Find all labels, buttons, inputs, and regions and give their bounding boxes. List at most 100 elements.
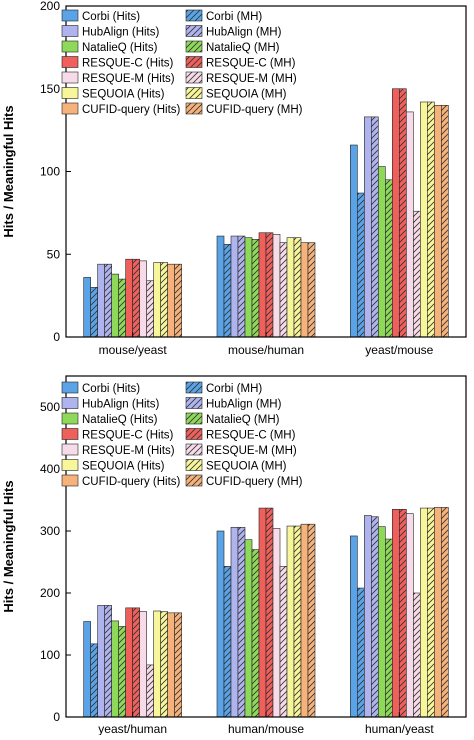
legend-label: RESQUE-C (Hits) [82,58,174,70]
bar-yeast-human-s6 [125,607,133,718]
legend-label: CUFID-query (Hits) [82,104,181,116]
legend-swatch [61,9,79,22]
y-tick-label: 150 [40,82,60,96]
y-tick-label: 0 [53,710,60,724]
bar-human-mouse-s12 [300,523,309,718]
x-category-label: human/mouse [228,722,304,735]
legend-swatch [185,40,203,53]
legend-swatch [61,56,79,68]
x-category-label: mouse/human [228,343,304,357]
bar-yeast-human-s12 [167,612,175,718]
legend-label: SEQUOIA (Hits) [82,89,165,101]
bar-yeast-mouse-s6 [392,88,400,338]
bar-human-yeast-s7 [399,508,407,718]
legend-swatch [185,102,203,115]
bar-human-mouse-s0 [216,530,225,718]
bar-human-mouse-s2 [230,526,239,718]
bar-mouse-human-s0 [216,235,225,338]
legend-swatch [61,459,79,471]
legend: Corbi (Hits) Corbi (MH) HubAlign (Hits) Hub… [61,9,303,116]
bar-mouse-yeast-s12 [167,263,175,338]
y-tick-label: 50 [47,247,61,261]
bar-human-yeast-s8 [406,513,414,718]
legend-swatch [185,56,203,68]
y-tick-label: 300 [40,524,60,538]
bar-human-mouse-s4 [244,539,253,718]
bar-yeast-mouse-s9 [413,210,421,338]
bar-mouse-human-s3 [237,235,246,338]
bar-human-mouse-s9 [279,566,288,718]
bar-mouse-human-s12 [300,242,309,338]
legend-label: Corbi (Hits) [82,383,140,395]
bar-yeast-mouse-s12 [434,105,442,338]
bar-human-yeast-s0 [350,535,358,718]
bar-human-yeast-s13 [441,507,449,718]
bar-yeast-mouse-s1 [357,192,365,338]
x-category-label: human/yeast [365,722,434,735]
bar-yeast-mouse-s10 [420,101,428,338]
bar-human-mouse-s10 [286,525,295,718]
bar-mouse-human-s5 [251,239,260,338]
bar-mouse-human-s9 [279,242,288,338]
legend-swatch [185,428,203,440]
legend-swatch [61,381,79,394]
bar-yeast-mouse-s3 [371,116,379,338]
bar-human-yeast-s4 [378,526,386,718]
bar-mouse-human-s8 [272,234,281,338]
legend-swatch [185,443,203,456]
y-axis-title: Hits / Meaningful Hits [1,480,16,612]
bar-yeast-human-s4 [111,620,119,718]
bar-human-mouse-s8 [272,528,281,718]
chart-panel-1: 0 50 100 150 200 mouse/yeast mouse/human yeast/… [1,0,467,357]
bar-mouse-human-s7 [265,232,274,338]
bar-mouse-human-s4 [244,237,253,338]
y-tick-label: 0 [53,330,60,344]
legend-swatch [185,9,203,22]
bar-human-mouse-s11 [293,525,302,718]
legend-swatch [61,71,79,84]
bar-human-yeast-s6 [392,508,400,718]
y-tick-label: 200 [40,0,60,13]
bar-yeast-human-s8 [139,611,147,718]
bar-mouse-yeast-s10 [153,262,161,338]
y-tick-label: 500 [40,400,60,414]
legend-label: HubAlign (MH) [206,27,282,39]
bar-mouse-yeast-s1 [90,287,98,338]
legend-swatch [61,443,79,456]
legend-swatch [61,474,79,487]
bar-human-mouse-s6 [258,507,267,718]
legend-label: RESQUE-C (MH) [206,58,296,70]
legend-label: NatalieQ (Hits) [82,42,158,54]
bar-yeast-mouse-s0 [350,144,358,338]
bar-mouse-human-s1 [223,244,232,338]
bar-yeast-human-s2 [97,605,105,718]
bar-yeast-mouse-s4 [378,166,386,338]
bar-mouse-yeast-s5 [118,278,126,338]
bar-yeast-human-s11 [160,611,168,718]
legend-label: RESQUE-M (MH) [206,445,297,457]
bar-mouse-human-s10 [286,237,295,338]
bar-mouse-human-s6 [258,232,267,338]
bar-mouse-yeast-s2 [97,263,105,338]
legend-swatch [185,25,203,37]
legend-label: NatalieQ (Hits) [82,414,158,426]
bar-yeast-human-s9 [146,664,154,718]
bar-human-yeast-s5 [385,538,393,718]
bar-mouse-human-s13 [307,242,316,338]
legend: Corbi (Hits) Corbi (MH) HubAlign (Hits) Hub… [61,381,303,488]
legend-label: Corbi (MH) [206,383,262,395]
bar-mouse-human-s2 [230,235,239,338]
bar-yeast-mouse-s13 [441,105,449,338]
bar-yeast-mouse-s11 [427,101,435,338]
bar-yeast-human-s13 [174,612,182,718]
bar-human-yeast-s3 [371,516,379,718]
bar-human-mouse-s1 [223,566,232,718]
legend-swatch [185,381,203,394]
legend-label: NatalieQ (MH) [206,42,280,54]
legend-swatch [185,71,203,84]
legend-swatch [61,412,79,425]
bar-human-yeast-s10 [420,507,428,718]
legend-label: Corbi (Hits) [82,11,140,23]
legend-swatch [185,87,203,99]
